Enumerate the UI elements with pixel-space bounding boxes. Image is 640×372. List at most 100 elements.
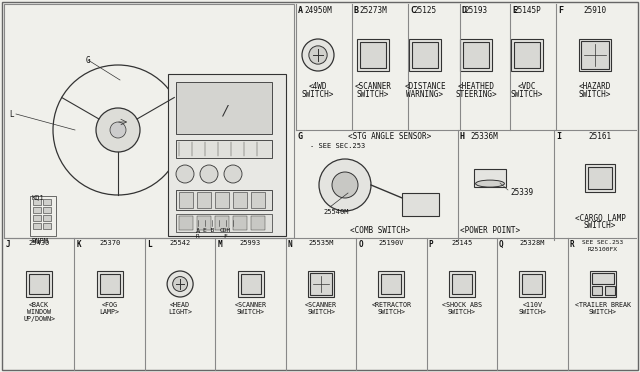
Bar — [605, 286, 615, 295]
Bar — [26, 271, 52, 297]
Bar — [402, 193, 438, 216]
Text: L: L — [10, 110, 14, 119]
Bar — [33, 199, 41, 205]
Bar — [168, 74, 286, 236]
Text: SWITCH>: SWITCH> — [237, 309, 264, 315]
Text: <RETRACTOR: <RETRACTOR — [371, 302, 412, 308]
Text: <SCANNER: <SCANNER — [355, 82, 392, 91]
Text: J: J — [6, 240, 11, 249]
Text: SWITCH>: SWITCH> — [378, 309, 406, 315]
Text: Q: Q — [499, 240, 504, 249]
Text: SWITCH>: SWITCH> — [448, 309, 476, 315]
Text: SWITCH>: SWITCH> — [302, 90, 334, 99]
Text: <HEATHED: <HEATHED — [458, 82, 495, 91]
Text: SEE SEC.253: SEE SEC.253 — [582, 240, 623, 245]
Text: <POWER POINT>: <POWER POINT> — [460, 226, 520, 235]
Text: F: F — [223, 234, 227, 239]
Text: R: R — [196, 234, 200, 239]
Text: G: G — [86, 56, 90, 65]
Bar — [251, 216, 265, 230]
Bar — [43, 223, 51, 229]
Bar — [251, 192, 265, 208]
Text: <DISTANCE: <DISTANCE — [404, 82, 446, 91]
Bar — [241, 274, 260, 294]
Text: 25145: 25145 — [451, 240, 472, 246]
Bar — [97, 271, 123, 297]
Bar — [215, 216, 229, 230]
Text: UP/DOWN>: UP/DOWN> — [23, 316, 55, 322]
Text: C: C — [410, 6, 415, 15]
Bar — [197, 192, 211, 208]
Text: CDH: CDH — [220, 228, 230, 233]
Bar — [590, 271, 616, 297]
Text: 25190V: 25190V — [379, 240, 404, 246]
Bar — [237, 271, 264, 297]
Text: <BACK: <BACK — [29, 302, 49, 308]
Text: KQ1: KQ1 — [32, 194, 45, 200]
Bar — [33, 207, 41, 213]
Text: SWITCH>: SWITCH> — [511, 90, 543, 99]
Bar — [452, 274, 472, 294]
Text: 25336M: 25336M — [470, 132, 498, 141]
Circle shape — [173, 276, 188, 291]
Circle shape — [176, 165, 194, 183]
Bar — [460, 39, 492, 71]
Circle shape — [332, 172, 358, 198]
Text: <VDC: <VDC — [518, 82, 536, 91]
Text: <HAZARD: <HAZARD — [579, 82, 611, 91]
Bar — [378, 271, 404, 297]
Text: 25328M: 25328M — [520, 240, 545, 246]
Text: WARNING>: WARNING> — [406, 90, 444, 99]
Text: WINDOW: WINDOW — [28, 309, 51, 315]
Text: SWITCH>: SWITCH> — [518, 309, 547, 315]
Bar — [310, 273, 332, 295]
Text: 25370: 25370 — [99, 240, 120, 246]
Bar — [176, 140, 272, 158]
Text: A: A — [298, 6, 303, 15]
Text: DNPM: DNPM — [32, 238, 49, 244]
Bar — [33, 215, 41, 221]
Text: SWITCH>: SWITCH> — [579, 90, 611, 99]
Bar — [43, 207, 51, 213]
Text: R25100FX: R25100FX — [588, 247, 618, 252]
Bar — [592, 273, 614, 284]
Circle shape — [302, 39, 334, 71]
Text: 25193: 25193 — [465, 6, 488, 15]
Text: <110V: <110V — [522, 302, 542, 308]
Bar — [409, 39, 441, 71]
Text: G: G — [298, 132, 303, 141]
Text: <SHOCK ABS: <SHOCK ABS — [442, 302, 482, 308]
Text: R: R — [570, 240, 574, 249]
Text: <CARGO LAMP: <CARGO LAMP — [575, 214, 625, 223]
Text: - SEE SEC.253: - SEE SEC.253 — [310, 143, 365, 149]
Bar — [176, 82, 272, 134]
Text: H: H — [460, 132, 465, 141]
Bar — [176, 214, 272, 232]
Bar — [579, 39, 611, 71]
Bar — [33, 223, 41, 229]
Text: 25339: 25339 — [510, 188, 533, 197]
Text: SWITCH>: SWITCH> — [589, 309, 617, 315]
Circle shape — [167, 271, 193, 297]
Circle shape — [200, 165, 218, 183]
Circle shape — [96, 108, 140, 152]
Text: E: E — [512, 6, 517, 15]
Circle shape — [110, 122, 126, 138]
Text: SWITCH>: SWITCH> — [584, 221, 616, 230]
Text: 25993: 25993 — [240, 240, 261, 246]
Bar — [179, 192, 193, 208]
Text: <STG ANGLE SENSOR>: <STG ANGLE SENSOR> — [348, 132, 431, 141]
Bar — [30, 196, 56, 236]
Text: <HEAD: <HEAD — [170, 302, 190, 308]
Bar — [43, 199, 51, 205]
Bar — [585, 164, 615, 192]
Circle shape — [319, 159, 371, 211]
Text: I: I — [556, 132, 561, 141]
Bar — [514, 42, 540, 68]
Text: 25910: 25910 — [584, 6, 607, 15]
Bar — [100, 274, 120, 294]
Text: <COMB SWITCH>: <COMB SWITCH> — [350, 226, 410, 235]
Text: M: M — [218, 240, 222, 249]
Bar — [357, 39, 389, 71]
Bar — [581, 41, 609, 69]
